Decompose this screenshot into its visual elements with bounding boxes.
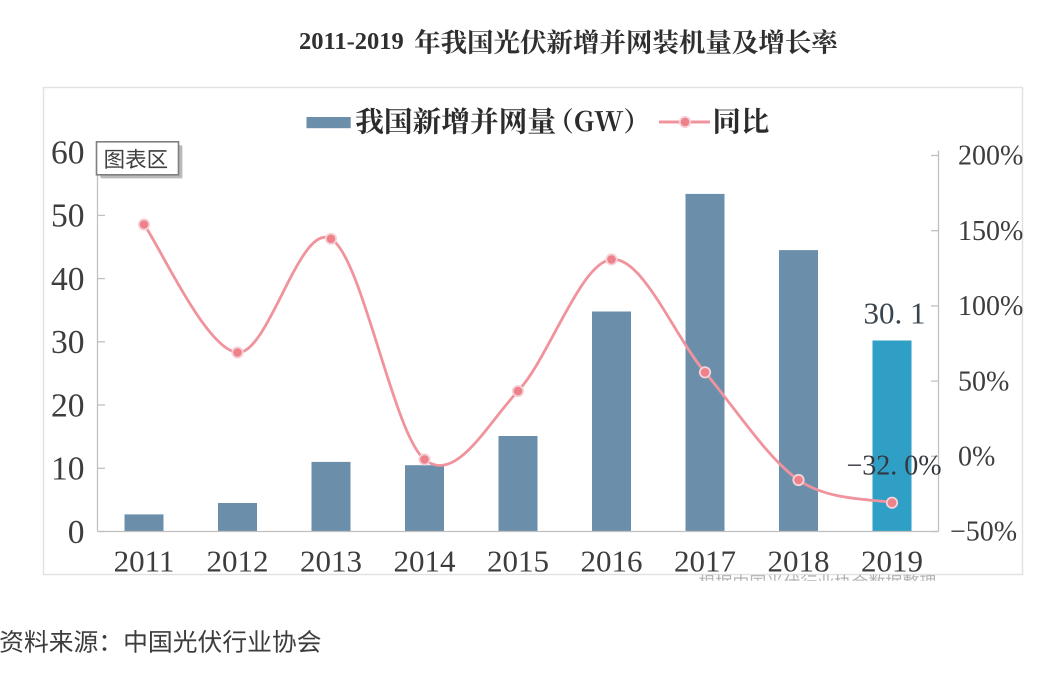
svg-text:100%: 100% bbox=[958, 291, 1023, 322]
svg-text:200%: 200% bbox=[958, 141, 1023, 172]
svg-text:2018: 2018 bbox=[768, 544, 830, 579]
svg-text:2012: 2012 bbox=[207, 544, 269, 579]
svg-text:2019: 2019 bbox=[861, 544, 923, 579]
svg-text:150%: 150% bbox=[958, 216, 1023, 247]
svg-text:30: 30 bbox=[51, 324, 85, 361]
svg-text:40: 40 bbox=[51, 261, 85, 298]
svg-text:−32. 0%: −32. 0% bbox=[847, 451, 942, 482]
svg-text:30. 1: 30. 1 bbox=[864, 296, 926, 331]
svg-text:2013: 2013 bbox=[300, 544, 362, 579]
svg-text:2015: 2015 bbox=[487, 544, 549, 579]
svg-text:50: 50 bbox=[51, 198, 85, 235]
svg-text:2014: 2014 bbox=[394, 544, 457, 579]
svg-text:0%: 0% bbox=[958, 442, 995, 473]
svg-text:2011: 2011 bbox=[114, 544, 175, 579]
svg-text:2017: 2017 bbox=[674, 544, 736, 579]
svg-text:60: 60 bbox=[51, 134, 85, 171]
svg-text:10: 10 bbox=[51, 451, 85, 488]
svg-text:50%: 50% bbox=[958, 366, 1009, 397]
svg-text:0: 0 bbox=[68, 514, 85, 551]
svg-text:2016: 2016 bbox=[581, 544, 643, 579]
svg-text:−50%: −50% bbox=[950, 517, 1017, 548]
svg-text:20: 20 bbox=[51, 387, 85, 424]
svg-text:2011-2019: 2011-2019 bbox=[299, 28, 404, 55]
